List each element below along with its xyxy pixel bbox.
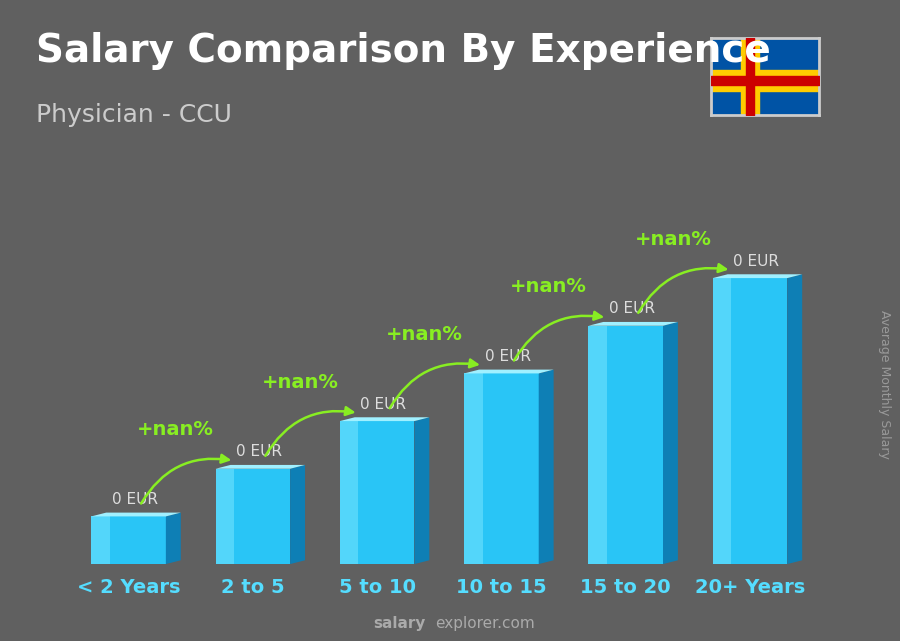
Bar (340, 421, 414, 564)
Text: +nan%: +nan% (510, 277, 587, 296)
Polygon shape (414, 417, 429, 564)
Text: 0 EUR: 0 EUR (484, 349, 531, 364)
Polygon shape (788, 274, 802, 564)
Text: 0 EUR: 0 EUR (360, 397, 407, 412)
Text: +nan%: +nan% (386, 325, 463, 344)
Polygon shape (713, 274, 802, 278)
Polygon shape (216, 465, 305, 469)
Bar (91, 517, 166, 564)
Polygon shape (166, 513, 181, 564)
Text: 0 EUR: 0 EUR (609, 301, 655, 316)
Polygon shape (539, 370, 554, 564)
Polygon shape (340, 421, 358, 564)
FancyArrowPatch shape (514, 312, 601, 360)
Polygon shape (713, 278, 732, 564)
FancyArrowPatch shape (141, 455, 229, 504)
Text: Physician - CCU: Physician - CCU (36, 103, 232, 126)
Bar (216, 469, 290, 564)
Text: +nan%: +nan% (634, 229, 711, 249)
Text: 0 EUR: 0 EUR (236, 444, 282, 459)
Polygon shape (290, 465, 305, 564)
Text: +nan%: +nan% (262, 372, 338, 392)
Bar (713, 278, 788, 564)
FancyArrowPatch shape (266, 407, 353, 456)
Polygon shape (464, 374, 482, 564)
Text: Average Monthly Salary: Average Monthly Salary (878, 310, 890, 459)
Text: Salary Comparison By Experience: Salary Comparison By Experience (36, 32, 770, 70)
Bar (589, 326, 663, 564)
Polygon shape (589, 326, 608, 564)
Text: salary: salary (374, 617, 426, 631)
FancyArrowPatch shape (390, 360, 477, 408)
Polygon shape (663, 322, 678, 564)
FancyArrowPatch shape (638, 264, 725, 313)
Polygon shape (589, 322, 678, 326)
Text: 0 EUR: 0 EUR (112, 492, 158, 507)
Polygon shape (340, 417, 429, 421)
Polygon shape (91, 517, 110, 564)
Text: +nan%: +nan% (138, 420, 214, 439)
Polygon shape (216, 469, 234, 564)
Polygon shape (91, 513, 181, 517)
Bar (464, 374, 539, 564)
Text: explorer.com: explorer.com (435, 617, 535, 631)
Text: 0 EUR: 0 EUR (734, 254, 779, 269)
Polygon shape (464, 370, 554, 374)
